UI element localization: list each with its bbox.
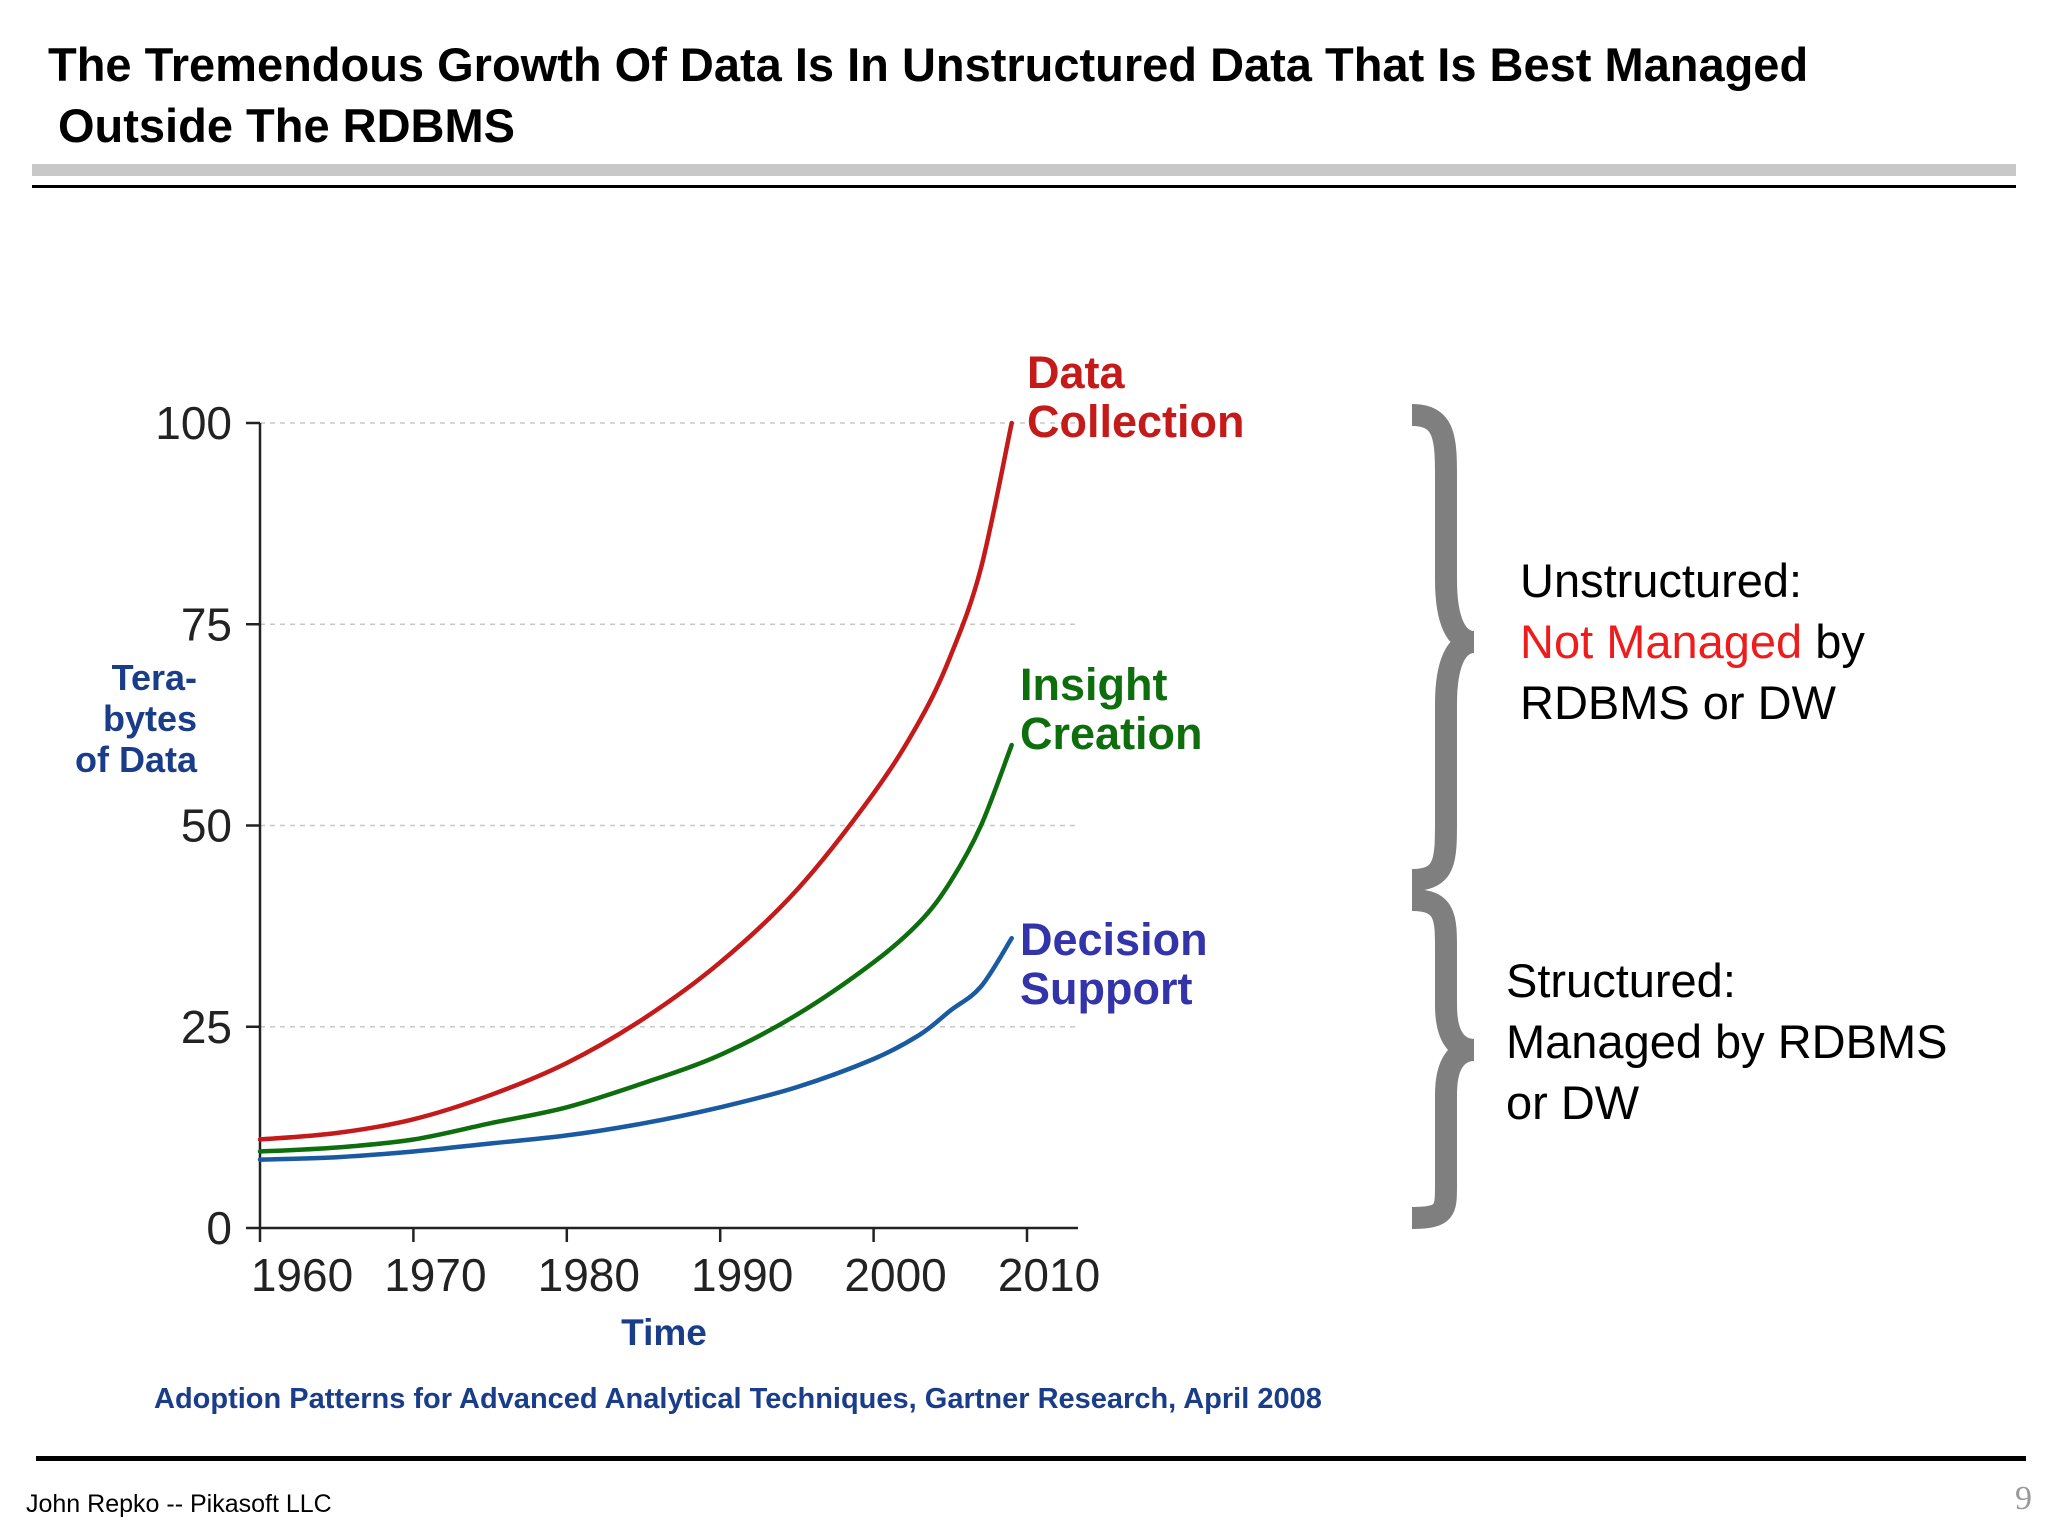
brace-unstructured-icon xyxy=(1411,404,1476,891)
slide-title: The Tremendous Growth Of Data Is In Unst… xyxy=(48,34,2008,156)
y-tick-label-25: 25 xyxy=(181,1001,232,1053)
y-axis-title-line-1: bytes xyxy=(103,698,197,739)
series-line-2 xyxy=(257,935,1014,1162)
grid-lines xyxy=(260,422,1078,1028)
series-label-0-line-1: Collection xyxy=(1027,396,1245,447)
x-tick-labels: 1960 1970 1980 1990 2000 2010 xyxy=(251,1249,1100,1301)
y-tick-label-0: 0 xyxy=(206,1202,232,1254)
series-label-0-line-0: Data xyxy=(1027,347,1126,398)
y-tick-label-75: 75 xyxy=(181,598,232,650)
series-label-1-line-1: Creation xyxy=(1020,708,1203,759)
y-tick-label-100: 100 xyxy=(155,397,232,449)
structured-heading: Structured: xyxy=(1506,954,1736,1007)
source-caption: Adoption Patterns for Advanced Analytica… xyxy=(154,1383,1322,1415)
brace-structured-icon xyxy=(1411,889,1476,1229)
title-line-2: Outside The RDBMS xyxy=(58,99,515,152)
y-axis-title-line-0: Tera- xyxy=(112,657,197,698)
title-rule-black xyxy=(32,185,2016,188)
chart-axes xyxy=(246,421,1078,1242)
x-tick-label-2010: 2010 xyxy=(998,1249,1100,1301)
series-label-2-line-0: Decision xyxy=(1020,914,1208,965)
y-tick-labels: 0 25 50 75 100 xyxy=(155,397,232,1254)
page-number: 9 xyxy=(2015,1480,2032,1517)
footer-author: John Repko -- Pikasoft LLC xyxy=(26,1490,332,1518)
x-axis-title: Time xyxy=(621,1312,707,1353)
structured-annotation: Structured: Managed by RDBMS or DW xyxy=(1506,950,1947,1133)
x-tick-label-1970: 1970 xyxy=(384,1249,486,1301)
growth-chart: 0 25 50 75 100 1960 1970 1980 1990 2000 2010 Data… xyxy=(75,347,1476,1415)
unstructured-heading: Unstructured: xyxy=(1520,554,1803,607)
title-rule-gray xyxy=(32,164,2016,176)
x-tick-label-2000: 2000 xyxy=(844,1249,946,1301)
series-label-1-line-0: Insight xyxy=(1020,659,1167,710)
unstructured-annotation: Unstructured: Not Managed by RDBMS or DW xyxy=(1520,550,1865,733)
title-line-1: The Tremendous Growth Of Data Is In Unst… xyxy=(48,38,1809,91)
y-tick-label-50: 50 xyxy=(181,800,232,852)
unstructured-by: by xyxy=(1802,615,1865,668)
structured-line3: or DW xyxy=(1506,1076,1640,1129)
series-label-2-line-1: Support xyxy=(1020,963,1192,1014)
x-tick-label-1960: 1960 xyxy=(251,1249,353,1301)
x-tick-label-1990: 1990 xyxy=(691,1249,793,1301)
y-axis-title-line-2: of Data xyxy=(75,739,198,780)
footer-rule xyxy=(36,1456,2026,1461)
structured-line2: Managed by RDBMS xyxy=(1506,1015,1948,1068)
series-line-1 xyxy=(257,742,1014,1154)
unstructured-line3: RDBMS or DW xyxy=(1520,676,1836,729)
not-managed-highlight: Not Managed xyxy=(1520,615,1803,668)
series-line-0 xyxy=(257,420,1014,1142)
x-tick-label-1980: 1980 xyxy=(538,1249,640,1301)
series-lines xyxy=(257,420,1014,1162)
